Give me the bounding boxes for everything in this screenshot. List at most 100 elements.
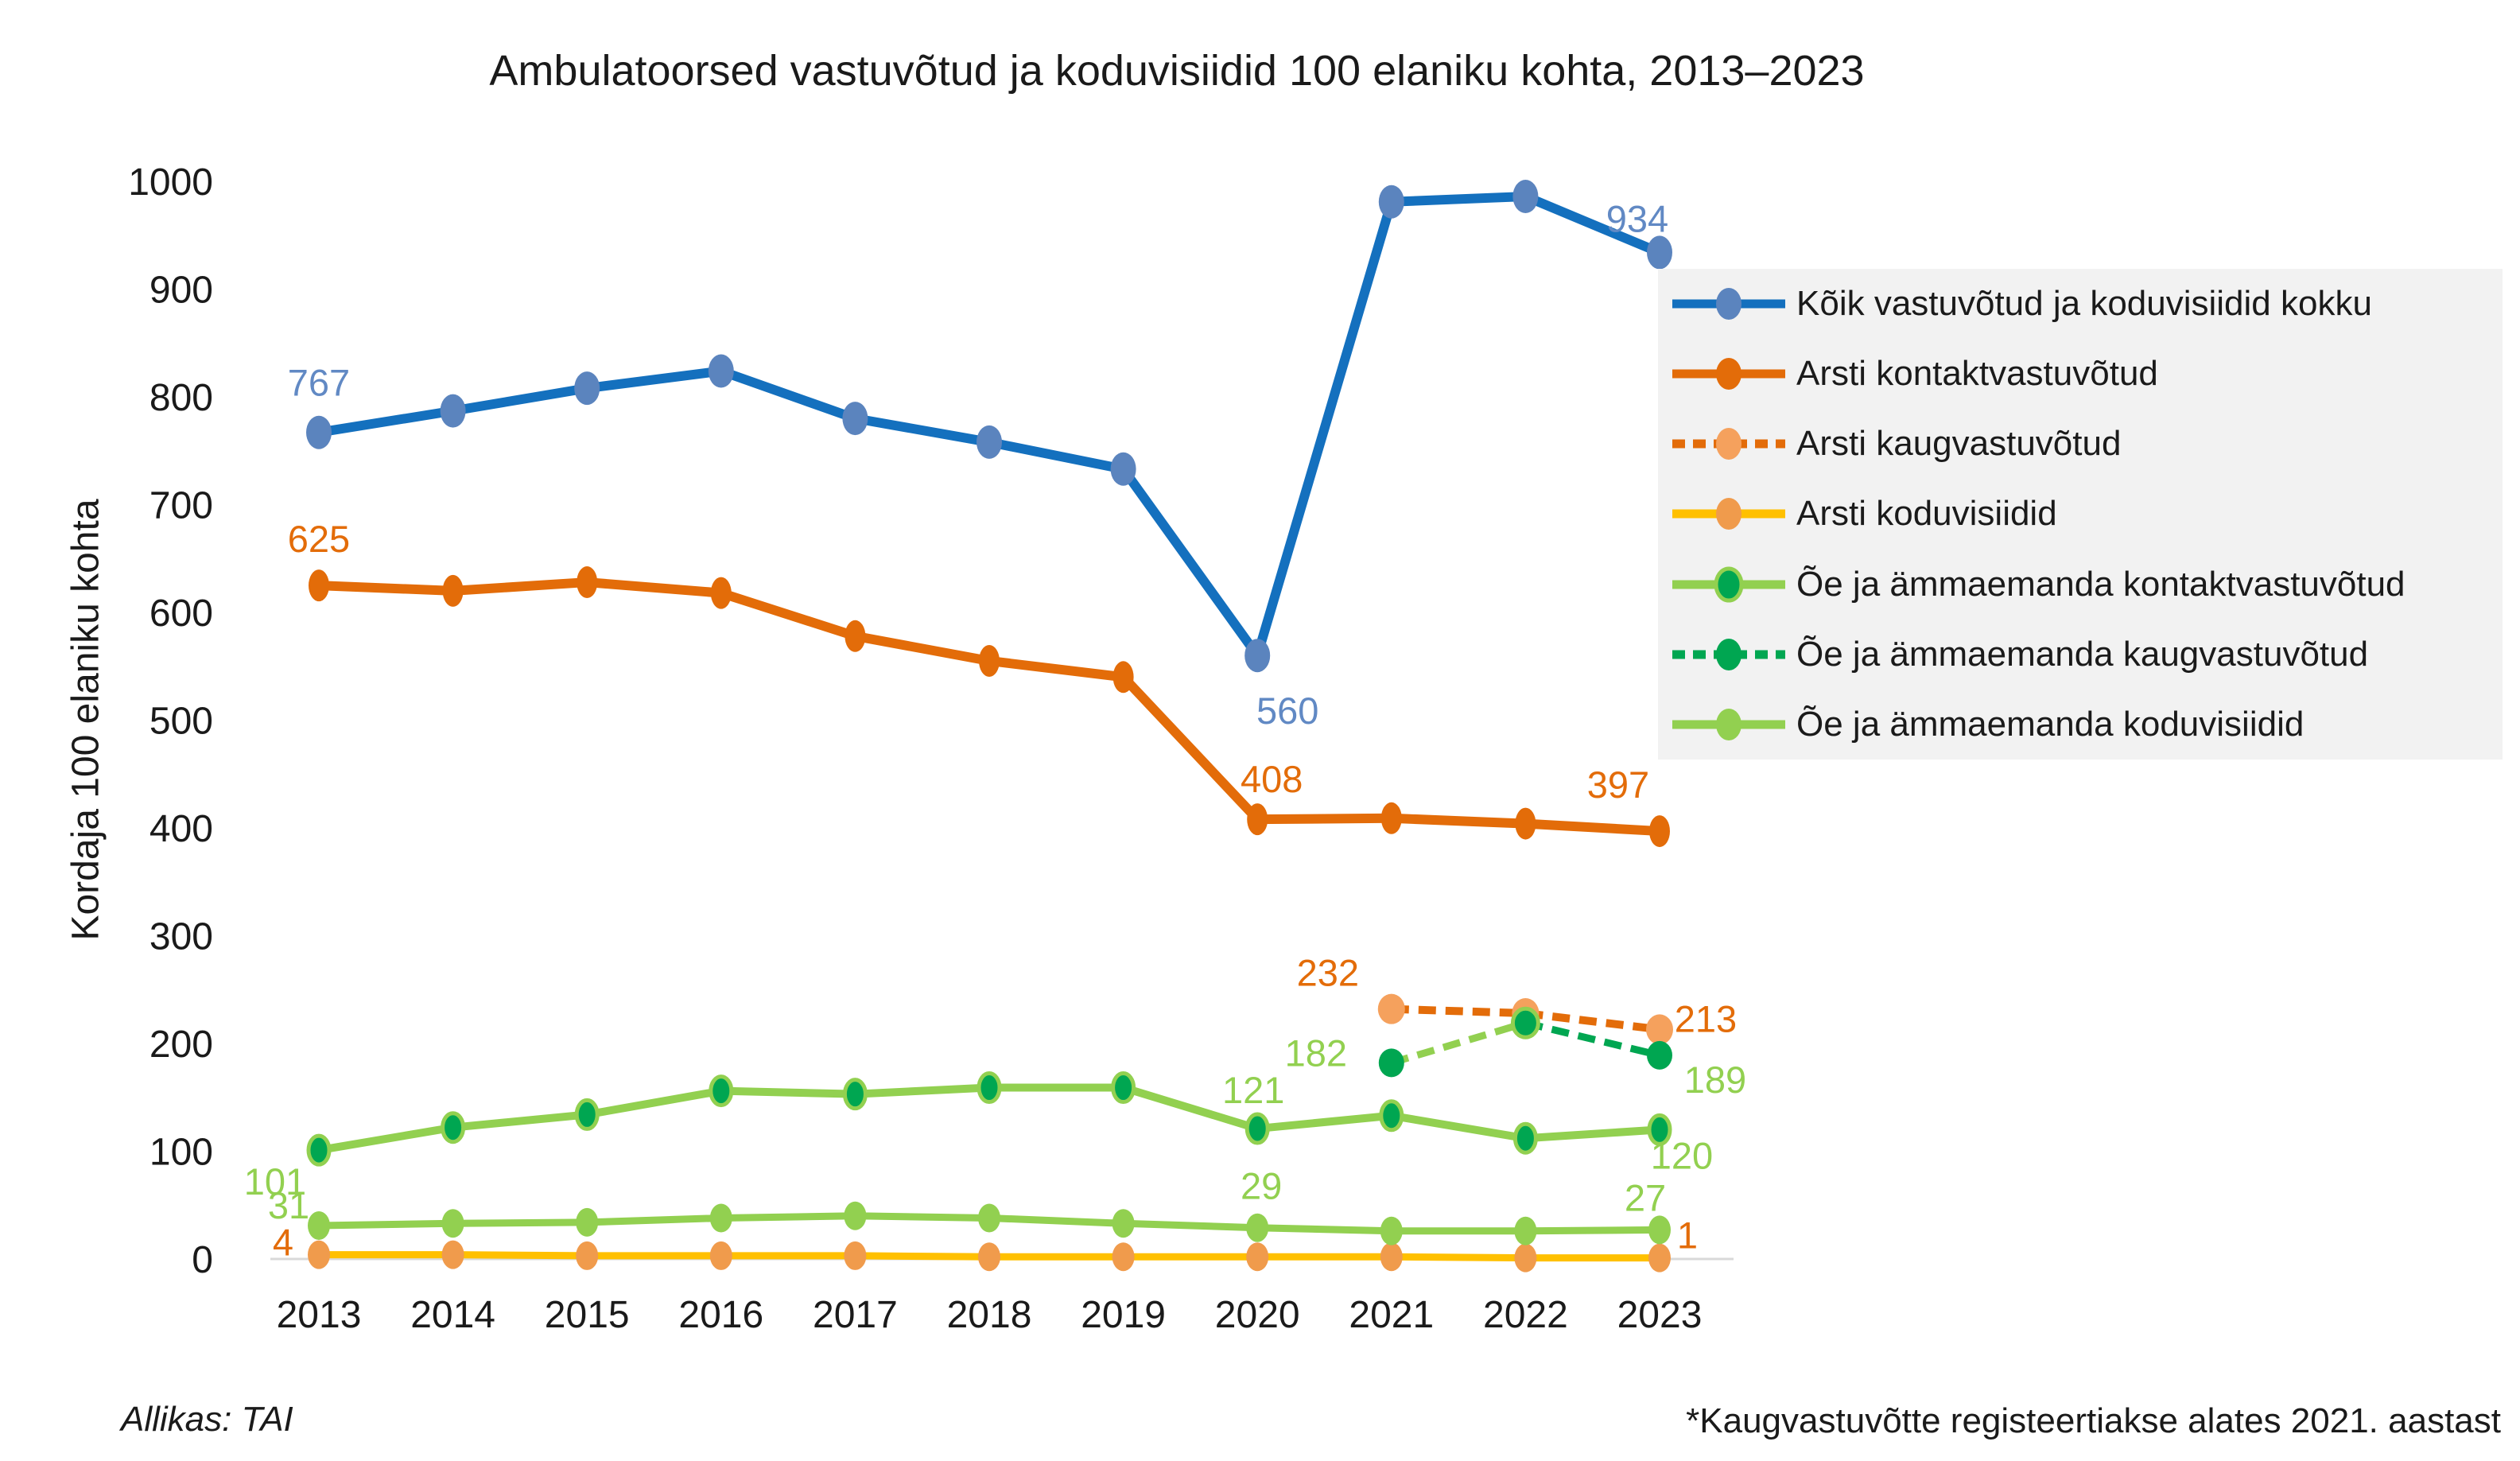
series-marker-0-2022 <box>1512 179 1539 213</box>
legend-item-label: Õe ja ämmaemanda koduvisiidid <box>1796 704 2304 744</box>
x-tick-label: 2021 <box>1349 1294 1434 1336</box>
series-marker-4-2013 <box>306 1133 332 1167</box>
series-marker-3-2014 <box>441 1240 464 1269</box>
series-marker-0-2020 <box>1244 639 1271 673</box>
series-marker-1-2015 <box>577 566 598 599</box>
series-marker-6-2019 <box>1112 1209 1135 1238</box>
legend-line-sample-icon <box>1672 638 1785 670</box>
data-label-213: 213 <box>1675 997 1737 1039</box>
data-label-121: 121 <box>1222 1069 1284 1111</box>
series-line-0 <box>1118 464 1263 661</box>
series-marker-5-2023 <box>1647 1040 1672 1070</box>
legend-item-3: Arsti koduvisiidid <box>1658 479 2503 549</box>
series-line-1 <box>1252 813 1396 825</box>
data-label-767: 767 <box>288 362 350 404</box>
series-line-4 <box>315 1123 457 1155</box>
series-line-6 <box>717 1212 859 1222</box>
data-label-189: 189 <box>1684 1059 1746 1101</box>
series-marker-3-2020 <box>1246 1242 1269 1272</box>
series-line-5 <box>1524 1019 1661 1059</box>
data-label-934: 934 <box>1606 197 1668 239</box>
chart-title: Ambulatoorsed vastuvõtud ja koduvisiidid… <box>489 47 1865 95</box>
data-label-182: 182 <box>1285 1032 1347 1074</box>
x-tick-label: 2019 <box>1081 1294 1166 1336</box>
y-tick-label: 200 <box>149 1024 213 1066</box>
series-line-3 <box>449 1251 591 1260</box>
series-line-5 <box>1390 1019 1527 1067</box>
data-label-120: 120 <box>1651 1134 1713 1176</box>
series-line-1 <box>1520 818 1664 837</box>
series-line-6 <box>851 1212 993 1222</box>
series-line-0 <box>1520 191 1664 258</box>
series-marker-3-2016 <box>709 1241 732 1270</box>
series-line-2 <box>1391 1004 1526 1018</box>
y-tick-label: 500 <box>149 701 213 743</box>
series-line-0 <box>1252 196 1396 661</box>
legend-item-1: Arsti kontaktvastuvõtud <box>1658 339 2503 409</box>
series-marker-4-2020 <box>1244 1112 1270 1145</box>
series-marker-0-2014 <box>440 394 466 428</box>
x-tick-label: 2023 <box>1617 1294 1703 1336</box>
data-label-397: 397 <box>1587 764 1649 806</box>
x-tick-label: 2015 <box>545 1294 630 1336</box>
series-marker-1-2019 <box>1112 661 1134 694</box>
legend-item-label: Arsti kontaktvastuvõtud <box>1796 354 2158 394</box>
series-line-0 <box>314 406 458 437</box>
series-line-4 <box>1253 1111 1396 1133</box>
series-marker-4-2017 <box>842 1078 868 1111</box>
series-marker-1-2014 <box>442 574 464 607</box>
series-marker-4-2022 <box>1512 1121 1538 1155</box>
x-tick-label: 2020 <box>1215 1294 1300 1336</box>
series-marker-6-2020 <box>1246 1213 1269 1242</box>
series-line-4 <box>851 1083 993 1098</box>
data-label-4: 4 <box>273 1222 293 1264</box>
series-marker-6-2014 <box>441 1209 464 1238</box>
series-marker-3-2017 <box>844 1241 867 1270</box>
series-line-1 <box>1386 813 1531 829</box>
legend-item-4: Õe ja ämmaemanda kontaktvastuvõtud <box>1658 550 2503 620</box>
legend-line-sample-icon <box>1672 428 1785 460</box>
series-marker-0-2013 <box>306 415 332 449</box>
y-tick-label: 400 <box>149 808 213 850</box>
data-label-625: 625 <box>288 518 350 560</box>
series-marker-6-2013 <box>308 1210 330 1240</box>
series-marker-1-2021 <box>1380 802 1402 834</box>
series-marker-3-2018 <box>978 1242 1000 1272</box>
legend-item-label: Õe ja ämmaemanda kontaktvastuvõtud <box>1796 564 2405 604</box>
footnote-remote-visits: *Kaugvastuvõtte registeertiakse alates 2… <box>1686 1401 2501 1440</box>
series-marker-2-2023 <box>1646 1014 1673 1045</box>
series-line-1 <box>314 581 458 596</box>
data-label-1: 1 <box>1677 1214 1698 1257</box>
x-tick-label: 2017 <box>813 1294 898 1336</box>
series-line-1 <box>850 631 994 666</box>
series-marker-6-2017 <box>844 1201 867 1230</box>
series-marker-1-2023 <box>1649 815 1670 848</box>
series-line-6 <box>1253 1224 1396 1235</box>
x-tick-label: 2016 <box>678 1294 763 1336</box>
series-marker-1-2016 <box>710 577 732 609</box>
series-marker-4-2023 <box>1647 1113 1672 1146</box>
series-line-4 <box>1387 1111 1530 1143</box>
series-line-4 <box>448 1110 592 1132</box>
y-tick-label: 100 <box>149 1132 213 1174</box>
data-label-27: 27 <box>1625 1176 1666 1218</box>
series-line-1 <box>582 577 726 598</box>
series-line-0 <box>582 366 726 394</box>
series-line-2 <box>1524 1009 1660 1034</box>
series-marker-0-2015 <box>574 371 600 406</box>
legend: Kõik vastuvõtud ja koduvisiidid kokku Ars… <box>1658 269 2503 760</box>
series-marker-3-2023 <box>1648 1243 1671 1273</box>
series-line-4 <box>583 1086 725 1119</box>
series-marker-6-2022 <box>1514 1216 1537 1245</box>
series-marker-5-2021 <box>1378 1048 1404 1078</box>
y-tick-label: 700 <box>149 485 213 527</box>
series-marker-0-2016 <box>708 354 734 388</box>
series-marker-5-2022 <box>1510 1006 1540 1039</box>
legend-line-sample-icon <box>1672 498 1785 530</box>
source-note: Allikas: TAI <box>121 1400 293 1439</box>
series-marker-2-2021 <box>1377 993 1405 1024</box>
data-label-101: 101 <box>244 1160 306 1203</box>
data-label-408: 408 <box>1241 758 1303 800</box>
